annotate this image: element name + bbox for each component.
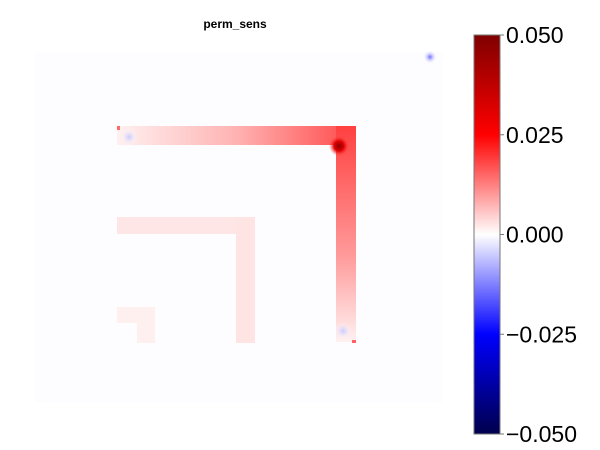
negative-spot-top-right [423, 50, 437, 64]
colorbar-tick-label: −0.050 [506, 421, 577, 447]
colorbar-tick-label: 0.000 [506, 222, 564, 248]
positive-pixel [117, 126, 120, 130]
colorbar-tick-label: 0.025 [506, 122, 564, 148]
heatmap-field [35, 50, 443, 402]
band-top [117, 126, 355, 145]
band-middle-vertical [236, 217, 255, 343]
colorbar: 0.050 0.025 0.000 −0.025 −0.050 [473, 22, 577, 447]
peak-spot [329, 136, 349, 156]
negative-spot-bottom [334, 322, 352, 340]
positive-pixel [352, 340, 356, 343]
band-right [336, 126, 356, 342]
band-small-vertical [137, 307, 155, 343]
chart-title: perm_sens [203, 17, 267, 31]
colorbar-tick-label: 0.050 [506, 22, 564, 48]
negative-spot-top-left [120, 128, 138, 146]
band-middle [117, 217, 255, 234]
colorbar-tick-label: −0.025 [506, 321, 577, 347]
colorbar-fill [473, 34, 501, 435]
